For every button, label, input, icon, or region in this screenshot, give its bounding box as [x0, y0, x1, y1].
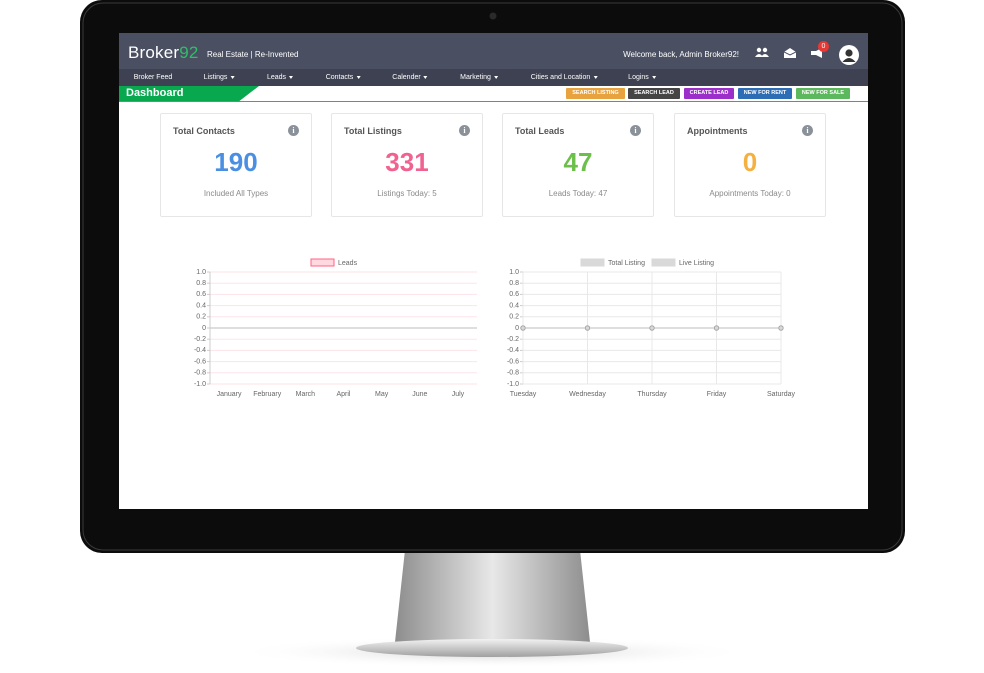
legend-label: Leads	[338, 260, 358, 267]
x-tick-label: Tuesday	[510, 391, 537, 398]
legend-swatch	[310, 258, 335, 267]
action-button[interactable]: SEARCH LISTING	[566, 88, 625, 99]
legend-label: Live Listing	[679, 260, 714, 267]
y-tick-label: -1.0	[194, 381, 206, 388]
y-tick-label: 0	[515, 325, 519, 332]
action-button[interactable]: NEW FOR RENT	[738, 88, 792, 99]
x-tick-label: April	[336, 391, 350, 398]
logo-accent: 92	[179, 43, 199, 62]
x-tick-label: Wednesday	[569, 391, 606, 398]
data-point	[778, 325, 784, 331]
y-tick-label: -1.0	[507, 381, 519, 388]
data-point	[649, 325, 655, 331]
y-tick-label: 0	[202, 325, 206, 332]
legend-swatch	[580, 258, 605, 267]
x-tick-label: February	[253, 391, 282, 398]
nav-item[interactable]: Calender	[392, 74, 427, 81]
info-icon[interactable]: i	[459, 125, 470, 136]
nav-item[interactable]: Marketing	[460, 74, 498, 81]
info-icon[interactable]: i	[288, 125, 299, 136]
x-tick-label: Saturday	[767, 391, 796, 398]
y-tick-label: 0.4	[196, 302, 206, 309]
card-subtitle: Leads Today: 47	[548, 189, 608, 198]
x-tick-label: May	[375, 391, 389, 398]
legend-label: Total Listing	[608, 260, 645, 267]
screen: Broker92 Real Estate | Re-Invented Welco…	[119, 33, 868, 509]
nav-item[interactable]: Cities and Location	[531, 74, 598, 81]
y-tick-label: 1.0	[509, 269, 519, 276]
data-point	[520, 325, 526, 331]
y-tick-label: 1.0	[196, 269, 206, 276]
x-tick-label: January	[217, 391, 242, 398]
x-tick-label: Friday	[707, 391, 727, 398]
y-tick-label: 0.8	[509, 280, 519, 287]
stat-card: Total Contacts i 190 Included All Types	[160, 113, 312, 217]
y-tick-label: 0.6	[509, 291, 519, 298]
card-value: 331	[385, 147, 429, 177]
notification-badge: 0	[818, 41, 829, 52]
x-tick-label: July	[452, 391, 465, 398]
welcome-text: Welcome back, Admin Broker92!	[623, 50, 739, 59]
action-button[interactable]: CREATE LEAD	[684, 88, 734, 99]
x-tick-label: March	[296, 391, 316, 398]
nav-item[interactable]: Contacts	[326, 74, 361, 81]
nav-item[interactable]: Broker Feed	[133, 74, 173, 81]
stat-card: Total Listings i 331 Listings Today: 5	[331, 113, 483, 217]
card-title: Appointments	[687, 126, 748, 136]
action-button[interactable]: SEARCH LEAD	[628, 88, 680, 99]
data-point	[584, 325, 591, 331]
card-subtitle: Included All Types	[203, 189, 269, 198]
y-tick-label: -0.4	[507, 347, 519, 354]
stat-card: Appointments i 0 Appointments Today: 0	[674, 113, 826, 217]
x-tick-label: Thursday	[637, 391, 667, 398]
page-title: Dashboard	[119, 86, 259, 101]
info-icon[interactable]: i	[630, 125, 641, 136]
action-button[interactable]: NEW FOR SALE	[796, 88, 850, 99]
contacts-icon[interactable]	[755, 47, 769, 57]
y-tick-label: 0.2	[509, 314, 519, 321]
nav-item[interactable]: Listings	[204, 74, 235, 81]
x-tick-label: June	[412, 391, 427, 398]
legend-swatch	[651, 258, 676, 267]
info-icon[interactable]: i	[802, 125, 813, 136]
y-tick-label: -0.8	[194, 370, 206, 377]
avatar[interactable]	[839, 45, 859, 65]
card-title: Total Leads	[515, 126, 565, 136]
logo[interactable]: Broker92	[128, 43, 199, 63]
y-tick-label: 0.2	[196, 314, 206, 321]
y-tick-label: 0.8	[196, 280, 206, 287]
card-value: 190	[214, 147, 258, 177]
y-tick-label: 0.6	[196, 291, 206, 298]
card-title: Total Contacts	[173, 126, 235, 136]
card-subtitle: Listings Today: 5	[377, 189, 437, 198]
data-point	[713, 325, 720, 331]
nav-item[interactable]: Logins	[628, 74, 656, 81]
y-tick-label: -0.6	[194, 358, 206, 365]
title-bar: Dashboard SEARCH LISTING SEARCH LEAD CREAT…	[119, 86, 868, 102]
y-tick-label: -0.8	[507, 370, 519, 377]
y-tick-label: 0.4	[509, 302, 519, 309]
card-title: Total Listings	[344, 126, 402, 136]
stand-base	[356, 639, 628, 657]
y-tick-label: -0.4	[194, 347, 206, 354]
camera	[489, 12, 497, 20]
bezel-edge	[82, 2, 903, 551]
nav-bar: Broker Feed Listings Leads Contacts Calender…	[119, 69, 868, 86]
mail-icon[interactable]	[784, 48, 796, 58]
card-subtitle: Appointments Today: 0	[709, 189, 791, 198]
tagline: Real Estate | Re-Invented	[207, 50, 299, 59]
logo-text: Broker	[128, 43, 180, 62]
stat-card: Total Leads i 47 Leads Today: 47	[502, 113, 654, 217]
stand	[395, 550, 590, 642]
y-tick-label: -0.6	[507, 358, 519, 365]
card-value: 47	[563, 147, 593, 177]
nav-item[interactable]: Leads	[267, 74, 293, 81]
card-value: 0	[742, 147, 758, 177]
y-tick-label: -0.2	[507, 336, 519, 343]
top-bar: Broker92 Real Estate | Re-Invented Welco…	[119, 33, 868, 69]
y-tick-label: -0.2	[194, 336, 206, 343]
